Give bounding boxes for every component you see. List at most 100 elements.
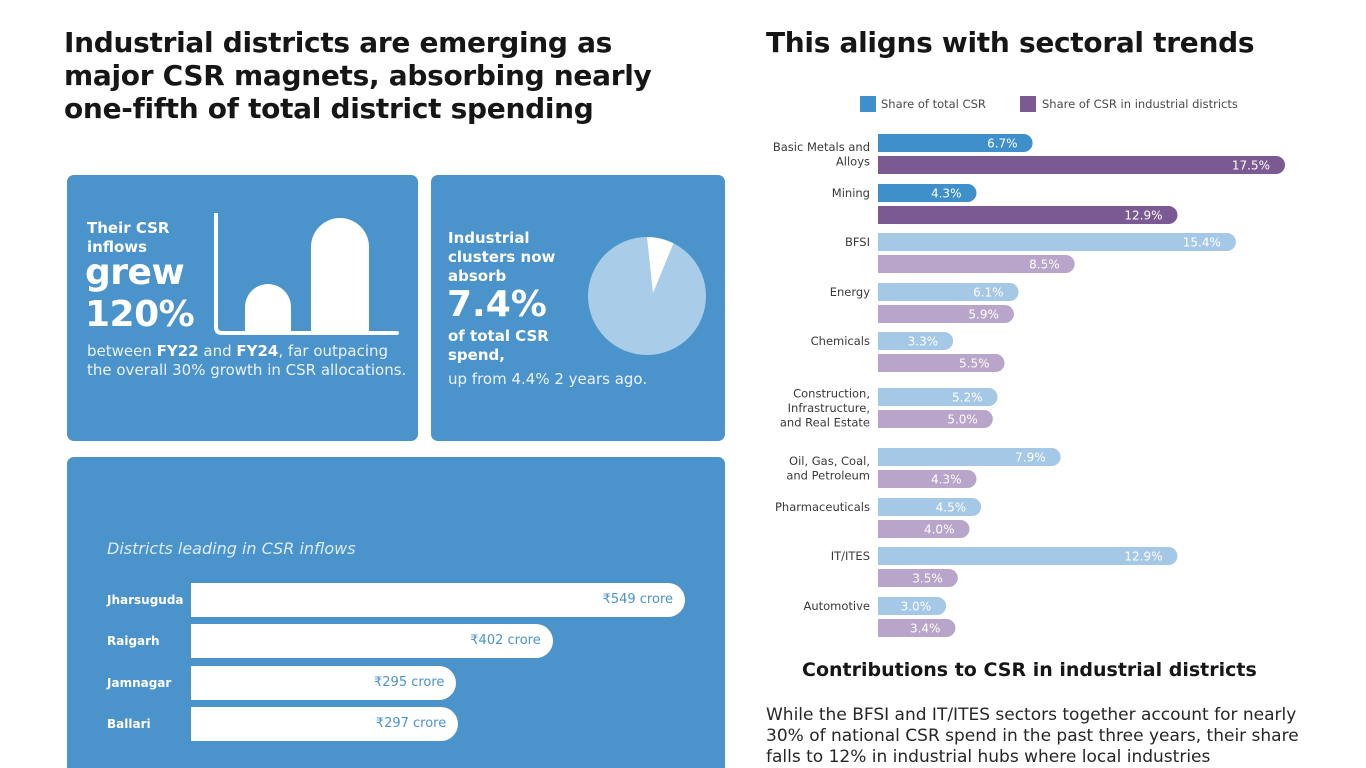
bar-industrial-value-label: 3.4% — [910, 622, 941, 636]
districts-chart-title: Districts leading in CSR inflows — [107, 539, 356, 558]
bar-industrial-csr-base — [866, 206, 878, 224]
category-label: IT/ITES — [831, 549, 870, 563]
growth-headline-value: 120% — [85, 294, 195, 335]
legend-label-total: Share of total CSR — [881, 97, 986, 111]
category-label: Energy — [830, 285, 870, 299]
growth-bar-fy22 — [245, 284, 301, 333]
contributions-title: Contributions to CSR in industrial distr… — [802, 659, 1257, 681]
district-name: Ballari — [107, 717, 151, 731]
bar-industrial-csr — [866, 305, 1014, 323]
growth-desc-fy24: FY24 — [236, 342, 279, 360]
growth-desc-fy22: FY22 — [156, 342, 199, 360]
bar-industrial-csr-base — [866, 255, 878, 273]
bar-industrial-csr-base — [866, 410, 878, 428]
bar-industrial-value-label: 3.5% — [912, 572, 943, 586]
clusters-description: up from 4.4% 2 years ago. — [448, 370, 648, 388]
bar-total-csr — [866, 233, 1236, 251]
category-label: Pharmaceuticals — [775, 500, 870, 514]
bar-total-csr — [866, 498, 982, 516]
district-row: Ballari ₹297 crore — [107, 707, 707, 741]
clusters-tail-text: of total CSR spend, — [448, 327, 549, 364]
bar-industrial-csr-base — [866, 305, 878, 323]
bar-total-csr-base — [866, 448, 878, 466]
bar-total-value-label: 6.7% — [987, 137, 1018, 151]
bar-industrial-csr-base — [866, 470, 878, 488]
growth-desc-pre: between — [87, 342, 157, 360]
category-label: Basic Metals and — [773, 140, 870, 154]
bar-total-value-label: 6.1% — [973, 286, 1004, 300]
bar-total-csr — [866, 597, 947, 615]
bar-total-csr-base — [866, 332, 878, 350]
bar-industrial-value-label: 5.5% — [959, 357, 990, 371]
category-label: BFSI — [845, 235, 870, 249]
page-title-left: Industrial districts are emerging as maj… — [64, 26, 652, 125]
bar-total-csr-base — [866, 388, 878, 406]
sector-share-chart: Share of total CSR Share of CSR in indust… — [773, 96, 1285, 637]
bar-industrial-csr — [866, 410, 993, 428]
bar-total-csr — [866, 332, 954, 350]
legend-swatch-total — [860, 96, 876, 112]
bar-total-csr-base — [866, 498, 878, 516]
bar-industrial-csr — [866, 470, 977, 488]
bar-industrial-csr — [866, 255, 1075, 273]
category-label: and Real Estate — [780, 416, 870, 430]
legend-label-industrial: Share of CSR in industrial districts — [1042, 97, 1238, 111]
category-label: Infrastructure, — [788, 401, 870, 415]
districts-leading-card: Districts leading in CSR inflows Jharsug… — [67, 457, 725, 768]
district-name: Jharsuguda — [107, 593, 184, 607]
bar-industrial-csr-base — [866, 520, 878, 538]
bar-total-csr-base — [866, 597, 878, 615]
bar-industrial-value-label: 4.0% — [924, 523, 955, 537]
clusters-share-pie — [588, 237, 706, 355]
bar-total-csr — [866, 388, 998, 406]
bar-industrial-csr-base — [866, 619, 878, 637]
bar-industrial-csr — [866, 156, 1285, 174]
district-bar: ₹402 crore — [191, 624, 553, 658]
bar-industrial-csr-base — [866, 156, 878, 174]
bar-total-value-label: 7.9% — [1015, 451, 1046, 465]
pie-base-slice — [588, 237, 706, 355]
bar-total-csr-base — [866, 233, 878, 251]
district-value-label: ₹549 crore — [602, 592, 673, 607]
growth-desc-post: , far outpacing the overall 30% growth i… — [87, 342, 407, 379]
bar-industrial-value-label: 5.0% — [947, 413, 978, 427]
bar-total-csr — [866, 547, 1178, 565]
page-title-right: This aligns with sectoral trends — [766, 26, 1255, 59]
growth-desc-mid: and — [198, 342, 237, 360]
bar-total-value-label: 4.5% — [936, 501, 967, 515]
bar-industrial-csr — [866, 569, 958, 587]
contributions-text: While the BFSI and IT/ITES sectors toget… — [766, 705, 1299, 767]
growth-bars-shape — [214, 213, 399, 335]
bar-total-csr — [866, 448, 1061, 466]
industrial-clusters-card: Industrial clusters now absorb 7.4% of t… — [431, 175, 725, 441]
category-label: Oil, Gas, Coal, — [789, 454, 870, 468]
clusters-headline-value: 7.4% — [447, 284, 547, 325]
district-bar: ₹297 crore — [191, 707, 459, 741]
bar-total-csr-base — [866, 184, 878, 202]
growth-description: between FY22 and FY24, far outpacing the… — [87, 342, 407, 380]
bar-industrial-value-label: 8.5% — [1029, 258, 1060, 272]
bar-total-value-label: 5.2% — [952, 391, 983, 405]
clusters-lead-text: Industrial clusters now absorb — [448, 229, 556, 285]
district-row: Raigarh ₹402 crore — [107, 624, 707, 658]
bar-industrial-csr — [866, 206, 1178, 224]
growth-headline-word: grew — [85, 252, 185, 293]
category-label: Alloys — [836, 154, 870, 168]
district-bar: ₹549 crore — [191, 583, 685, 617]
bar-total-value-label: 3.0% — [901, 600, 932, 614]
csr-growth-card: Their CSR inflows grew 120% between FY22… — [67, 175, 418, 441]
bar-total-csr — [866, 283, 1019, 301]
category-label: and Petroleum — [786, 468, 870, 482]
district-name: Raigarh — [107, 634, 160, 648]
district-value-label: ₹297 crore — [375, 716, 447, 731]
bar-industrial-csr — [866, 354, 1005, 372]
category-label: Construction, — [793, 387, 870, 401]
bar-total-csr — [866, 184, 977, 202]
district-name: Jamnagar — [107, 676, 172, 690]
district-bar: ₹295 crore — [191, 666, 457, 700]
bar-industrial-csr — [866, 619, 956, 637]
bar-industrial-csr — [866, 520, 970, 538]
district-row: Jharsuguda ₹549 crore — [107, 583, 707, 617]
bar-total-csr — [866, 134, 1033, 152]
bar-industrial-csr-base — [866, 354, 878, 372]
